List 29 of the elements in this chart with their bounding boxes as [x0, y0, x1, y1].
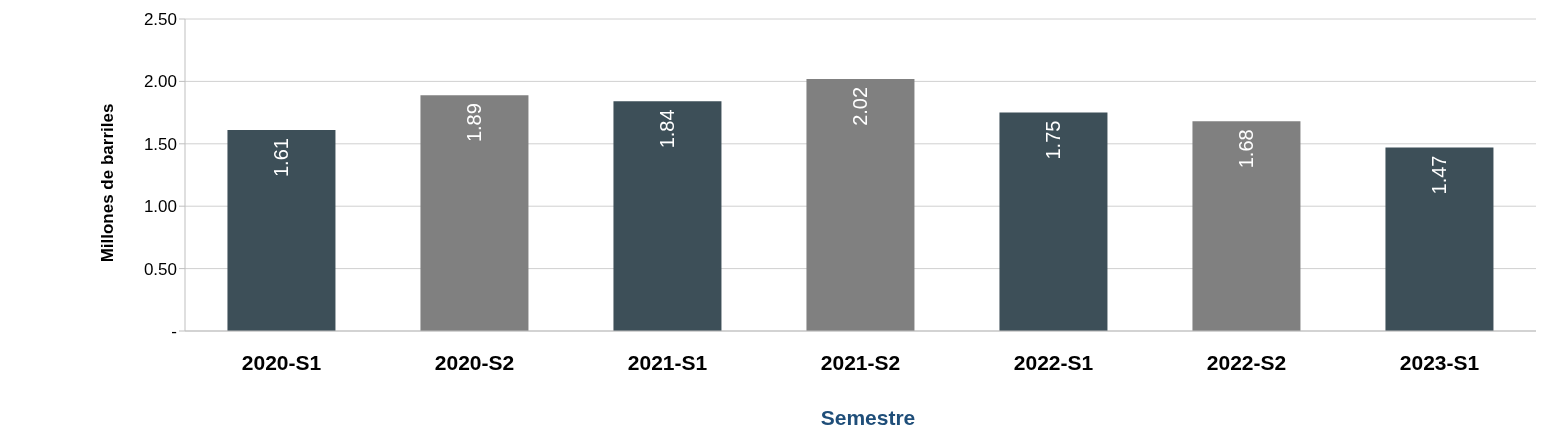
bar [420, 95, 529, 331]
y-tick-label: 2.00 [143, 72, 177, 92]
bar [227, 130, 336, 331]
bar [1192, 121, 1301, 331]
y-tick-label: 1.50 [143, 134, 177, 154]
bar [1385, 147, 1494, 331]
data-label: 1.84 [656, 109, 679, 149]
data-label: 2.02 [849, 86, 872, 126]
x-tick-label: 2022-S1 [1013, 350, 1094, 374]
data-label: 1.47 [1428, 155, 1451, 195]
data-label: 1.75 [1042, 120, 1065, 160]
x-tick-label: 2021-S1 [627, 350, 708, 374]
bar [613, 101, 722, 331]
x-tick-label: 2021-S2 [820, 350, 901, 374]
x-tick-label: 2022-S2 [1206, 350, 1287, 374]
data-label: 1.68 [1235, 129, 1258, 169]
x-tick-label: 2020-S1 [241, 350, 322, 374]
y-tick-label: 2.50 [143, 10, 177, 30]
x-tick-label: 2020-S2 [434, 350, 515, 374]
bar [999, 112, 1108, 331]
bar [806, 78, 915, 331]
data-label: 1.89 [463, 103, 486, 143]
data-label: 1.61 [270, 138, 293, 178]
y-tick-label: - [171, 322, 177, 342]
y-tick-label: 1.00 [143, 197, 177, 217]
x-axis-title: Semestre [819, 406, 917, 430]
y-axis-title: Millones de barriles [98, 103, 118, 263]
y-tick-label: 0.50 [143, 259, 177, 279]
x-tick-label: 2023-S1 [1399, 350, 1480, 374]
